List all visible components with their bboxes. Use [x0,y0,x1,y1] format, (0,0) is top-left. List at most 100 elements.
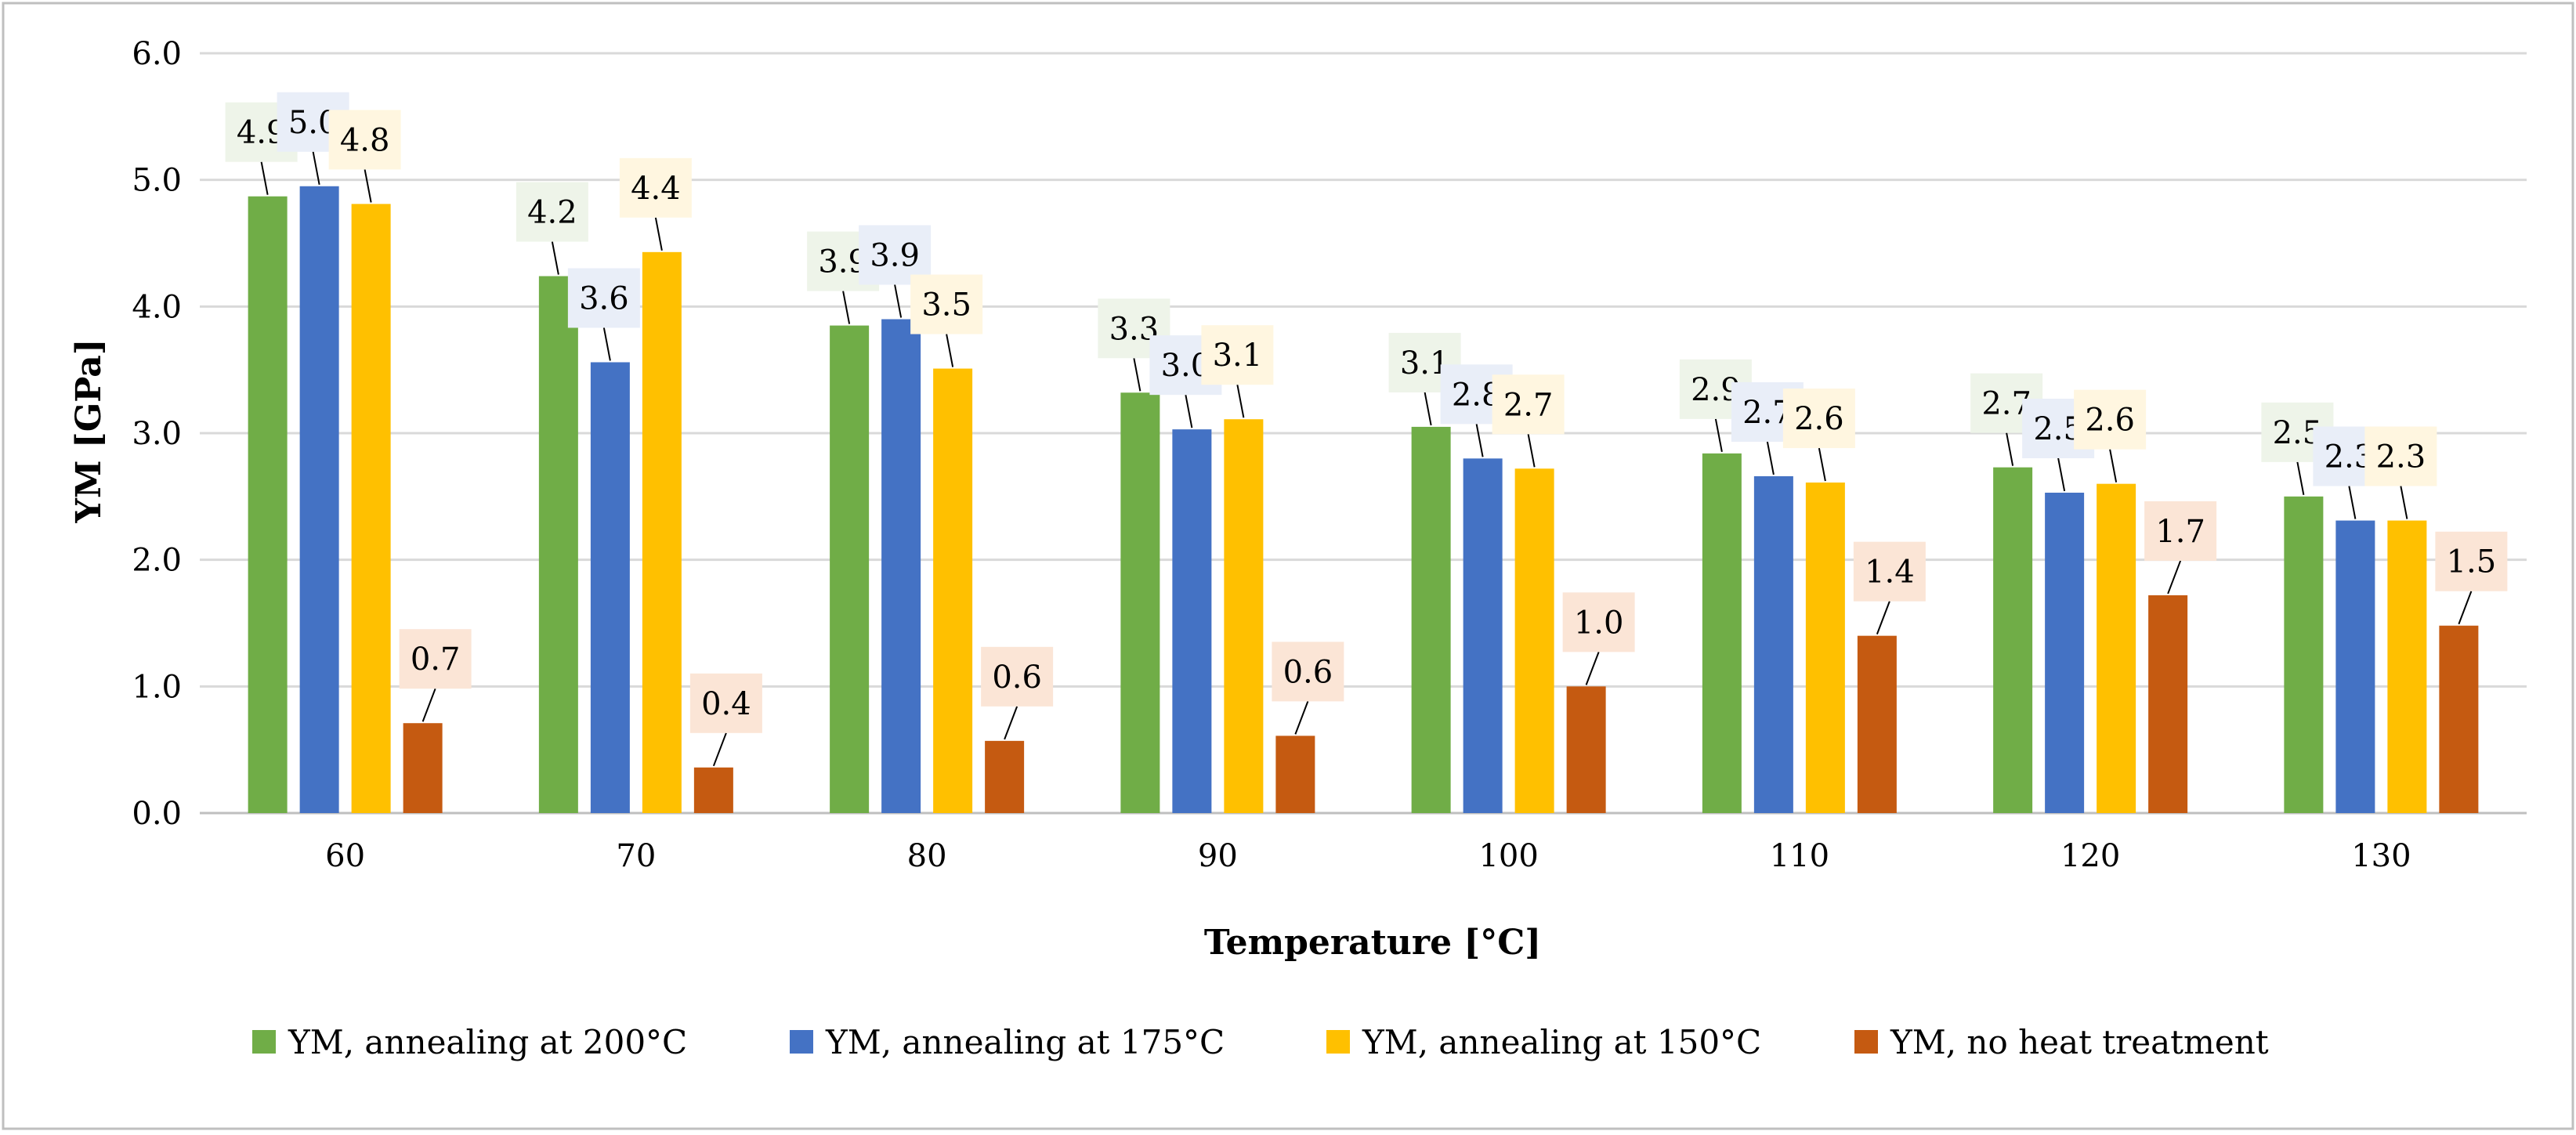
data-label-box [1492,374,1565,435]
bar [985,740,1025,813]
x-tick-label: 70 [616,838,656,874]
data-label-box [2364,426,2437,486]
bar [2439,625,2479,813]
bar [2045,492,2085,813]
data-label: 3.9 [870,238,920,274]
data-label: 0.6 [1283,654,1333,690]
bar [2387,520,2427,813]
label-leader-line [2167,560,2182,595]
y-tick-label: 5.0 [132,163,182,199]
x-tick-label: 120 [2060,838,2120,874]
data-label-box [399,629,472,689]
x-tick-label: 100 [1478,838,1538,874]
data-label-box [981,646,1054,707]
bar [1993,467,2033,813]
label-leader-line [2296,461,2305,496]
data-label: 1.7 [2155,514,2205,550]
bar [1275,736,1315,813]
label-leader-line [1585,651,1600,685]
y-tick-label: 3.0 [132,416,182,452]
x-axis-ticks: 60 70 80 90 100 110 120 130 [325,838,2411,874]
data-label: 1.4 [1865,555,1915,591]
data-label-box [516,182,588,242]
data-label: 3.6 [579,280,629,316]
data-label: 4.2 [527,195,577,231]
bar [881,319,921,813]
bar [590,362,630,813]
data-label-box [1782,389,1855,449]
bar [1566,686,1606,813]
data-label: 4.4 [631,171,681,207]
label-leader-line [894,284,903,318]
y-tick-label: 2.0 [132,543,182,579]
data-label: 4.8 [340,122,390,158]
data-label-box [2144,501,2217,561]
label-leader-line [1475,424,1484,457]
data-label: 1.0 [1574,605,1624,641]
y-axis-title: YM [GPa] [69,338,109,523]
label-leader-line [842,291,851,324]
label-leader-line [260,161,269,195]
label-leader-line [2400,486,2408,519]
y-tick-label: 4.0 [132,289,182,325]
bar [1857,635,1897,813]
label-leader-line [1004,706,1018,740]
legend-swatch [1854,1030,1878,1054]
data-label: 1.5 [2447,544,2497,580]
data-label-box [1272,642,1344,702]
data-label-box [910,274,983,334]
bar [403,723,443,813]
x-tick-label: 130 [2351,838,2411,874]
bar [642,251,682,814]
y-tick-label: 1.0 [132,669,182,705]
label-leader-line [312,151,320,185]
legend-swatch [252,1030,276,1054]
label-leader-line [2348,486,2357,519]
x-tick-label: 110 [1770,838,1829,874]
data-label: 0.7 [411,642,461,678]
data-label: 2.3 [2376,439,2426,475]
label-leader-line [654,217,663,251]
data-label-box [2435,531,2508,591]
data-labels: 4.9 5.0 4.80.74.23.64.40.43.9 3.93.50.63.33… [225,92,2508,767]
data-label-box [689,673,762,733]
data-label-box [1562,592,1635,652]
label-leader-line [1133,358,1141,392]
data-label-box [2074,389,2147,450]
bar [933,368,973,813]
data-label: 2.6 [1794,401,1844,437]
data-label-box [328,110,401,170]
x-tick-label: 60 [325,838,365,874]
bar [2335,520,2375,813]
legend-label: YM, annealing at 150°C [1362,1023,1761,1061]
label-leader-line [1527,434,1536,468]
label-leader-line [1714,418,1723,453]
bar [299,186,339,813]
label-leader-line [1818,447,1826,482]
bar [538,276,578,813]
y-axis-ticks: 0.0 1.0 2.0 3.0 4.0 5.0 6.0 [132,36,182,832]
bar [248,196,288,813]
data-label-box [567,268,640,328]
legend-label: YM, annealing at 200°C [288,1023,687,1061]
legend-label: YM, no heat treatment [1890,1023,2269,1061]
bar [1805,483,1845,813]
x-tick-label: 80 [907,838,947,874]
x-tick-label: 90 [1198,838,1238,874]
y-tick-label: 0.0 [132,796,182,832]
data-label: 3.1 [1213,338,1263,374]
label-leader-line [551,241,559,275]
bar [1753,475,1793,813]
bar [2148,595,2188,813]
label-leader-line [946,334,954,367]
label-leader-line [1294,701,1309,735]
data-label: 0.4 [701,686,751,722]
bar [2284,496,2324,813]
bar [1702,453,1742,813]
bar [830,325,870,813]
data-label-box [1853,541,1926,602]
data-label: 2.7 [1503,387,1554,423]
label-leader-line [2458,591,2473,625]
